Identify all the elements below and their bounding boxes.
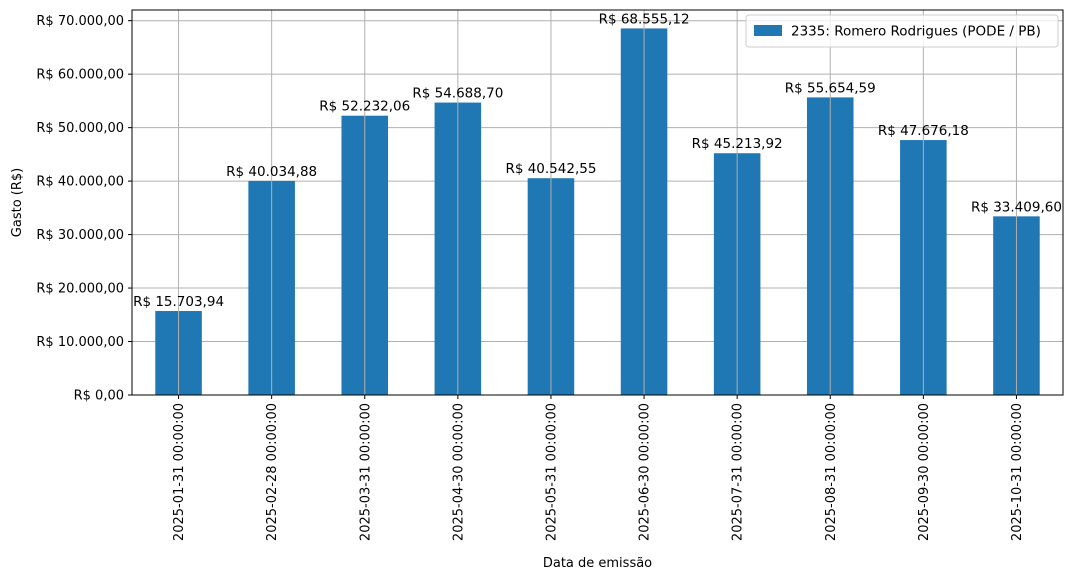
y-axis-ticks: R$ 0,00 R$ 10.000,00 R$ 20.000,00 R$ 30.000… <box>36 14 132 404</box>
bar-value-label: R$ 55.654,59 <box>785 80 876 96</box>
data-labels: R$ 15.703,94R$ 40.034,88R$ 52.232,06R$ 5… <box>133 11 1062 310</box>
legend-swatch <box>754 25 782 36</box>
bars <box>155 28 1040 396</box>
bar-value-label: R$ 40.542,55 <box>505 161 596 177</box>
x-tick-label: 2025-01-31 00:00:00 <box>172 403 187 541</box>
legend-entry: 2335: Romero Rodrigues (PODE / PB) <box>791 24 1041 40</box>
x-tick-label: 2025-03-31 00:00:00 <box>358 403 373 541</box>
x-tick-label: 2025-10-31 00:00:00 <box>1010 403 1025 541</box>
x-tick-label: 2025-08-31 00:00:00 <box>824 403 839 541</box>
x-tick-label: 2025-09-30 00:00:00 <box>917 403 932 541</box>
y-tick-label: R$ 10.000,00 <box>36 335 124 350</box>
x-tick-label: 2025-05-31 00:00:00 <box>544 403 559 541</box>
x-tick-label: 2025-02-28 00:00:00 <box>265 403 280 541</box>
y-tick-label: R$ 60.000,00 <box>36 68 124 83</box>
x-axis-label: Data de emissão <box>543 556 652 571</box>
bar-value-label: R$ 52.232,06 <box>319 99 410 115</box>
bar-value-label: R$ 15.703,94 <box>133 294 224 310</box>
y-tick-label: R$ 30.000,00 <box>36 228 124 243</box>
bar-value-label: R$ 33.409,60 <box>971 199 1062 215</box>
x-axis-ticks: 2025-01-31 00:00:00 2025-02-28 00:00:00 20… <box>172 395 1025 541</box>
legend: 2335: Romero Rodrigues (PODE / PB) <box>745 14 1059 48</box>
plot-frame <box>131 9 1064 396</box>
x-tick-label: 2025-04-30 00:00:00 <box>451 403 466 541</box>
vertical-grid-lines <box>178 10 1017 395</box>
bar-value-label: R$ 47.676,18 <box>878 123 969 139</box>
y-tick-label: R$ 20.000,00 <box>36 282 124 297</box>
bar-value-label: R$ 54.688,70 <box>412 86 503 102</box>
x-tick-label: 2025-06-30 00:00:00 <box>638 403 653 541</box>
y-tick-label: R$ 70.000,00 <box>36 14 124 29</box>
y-tick-label: R$ 0,00 <box>74 389 124 404</box>
bar-value-label: R$ 45.213,92 <box>692 136 783 152</box>
bar-value-label: R$ 40.034,88 <box>226 164 317 180</box>
legend-box <box>745 14 1059 48</box>
bar-value-label: R$ 68.555,12 <box>599 11 690 27</box>
x-tick-label: 2025-07-31 00:00:00 <box>731 403 746 541</box>
y-axis-label: Gasto (R$) <box>10 168 25 237</box>
y-tick-label: R$ 40.000,00 <box>36 175 124 190</box>
y-tick-label: R$ 50.000,00 <box>36 121 124 136</box>
